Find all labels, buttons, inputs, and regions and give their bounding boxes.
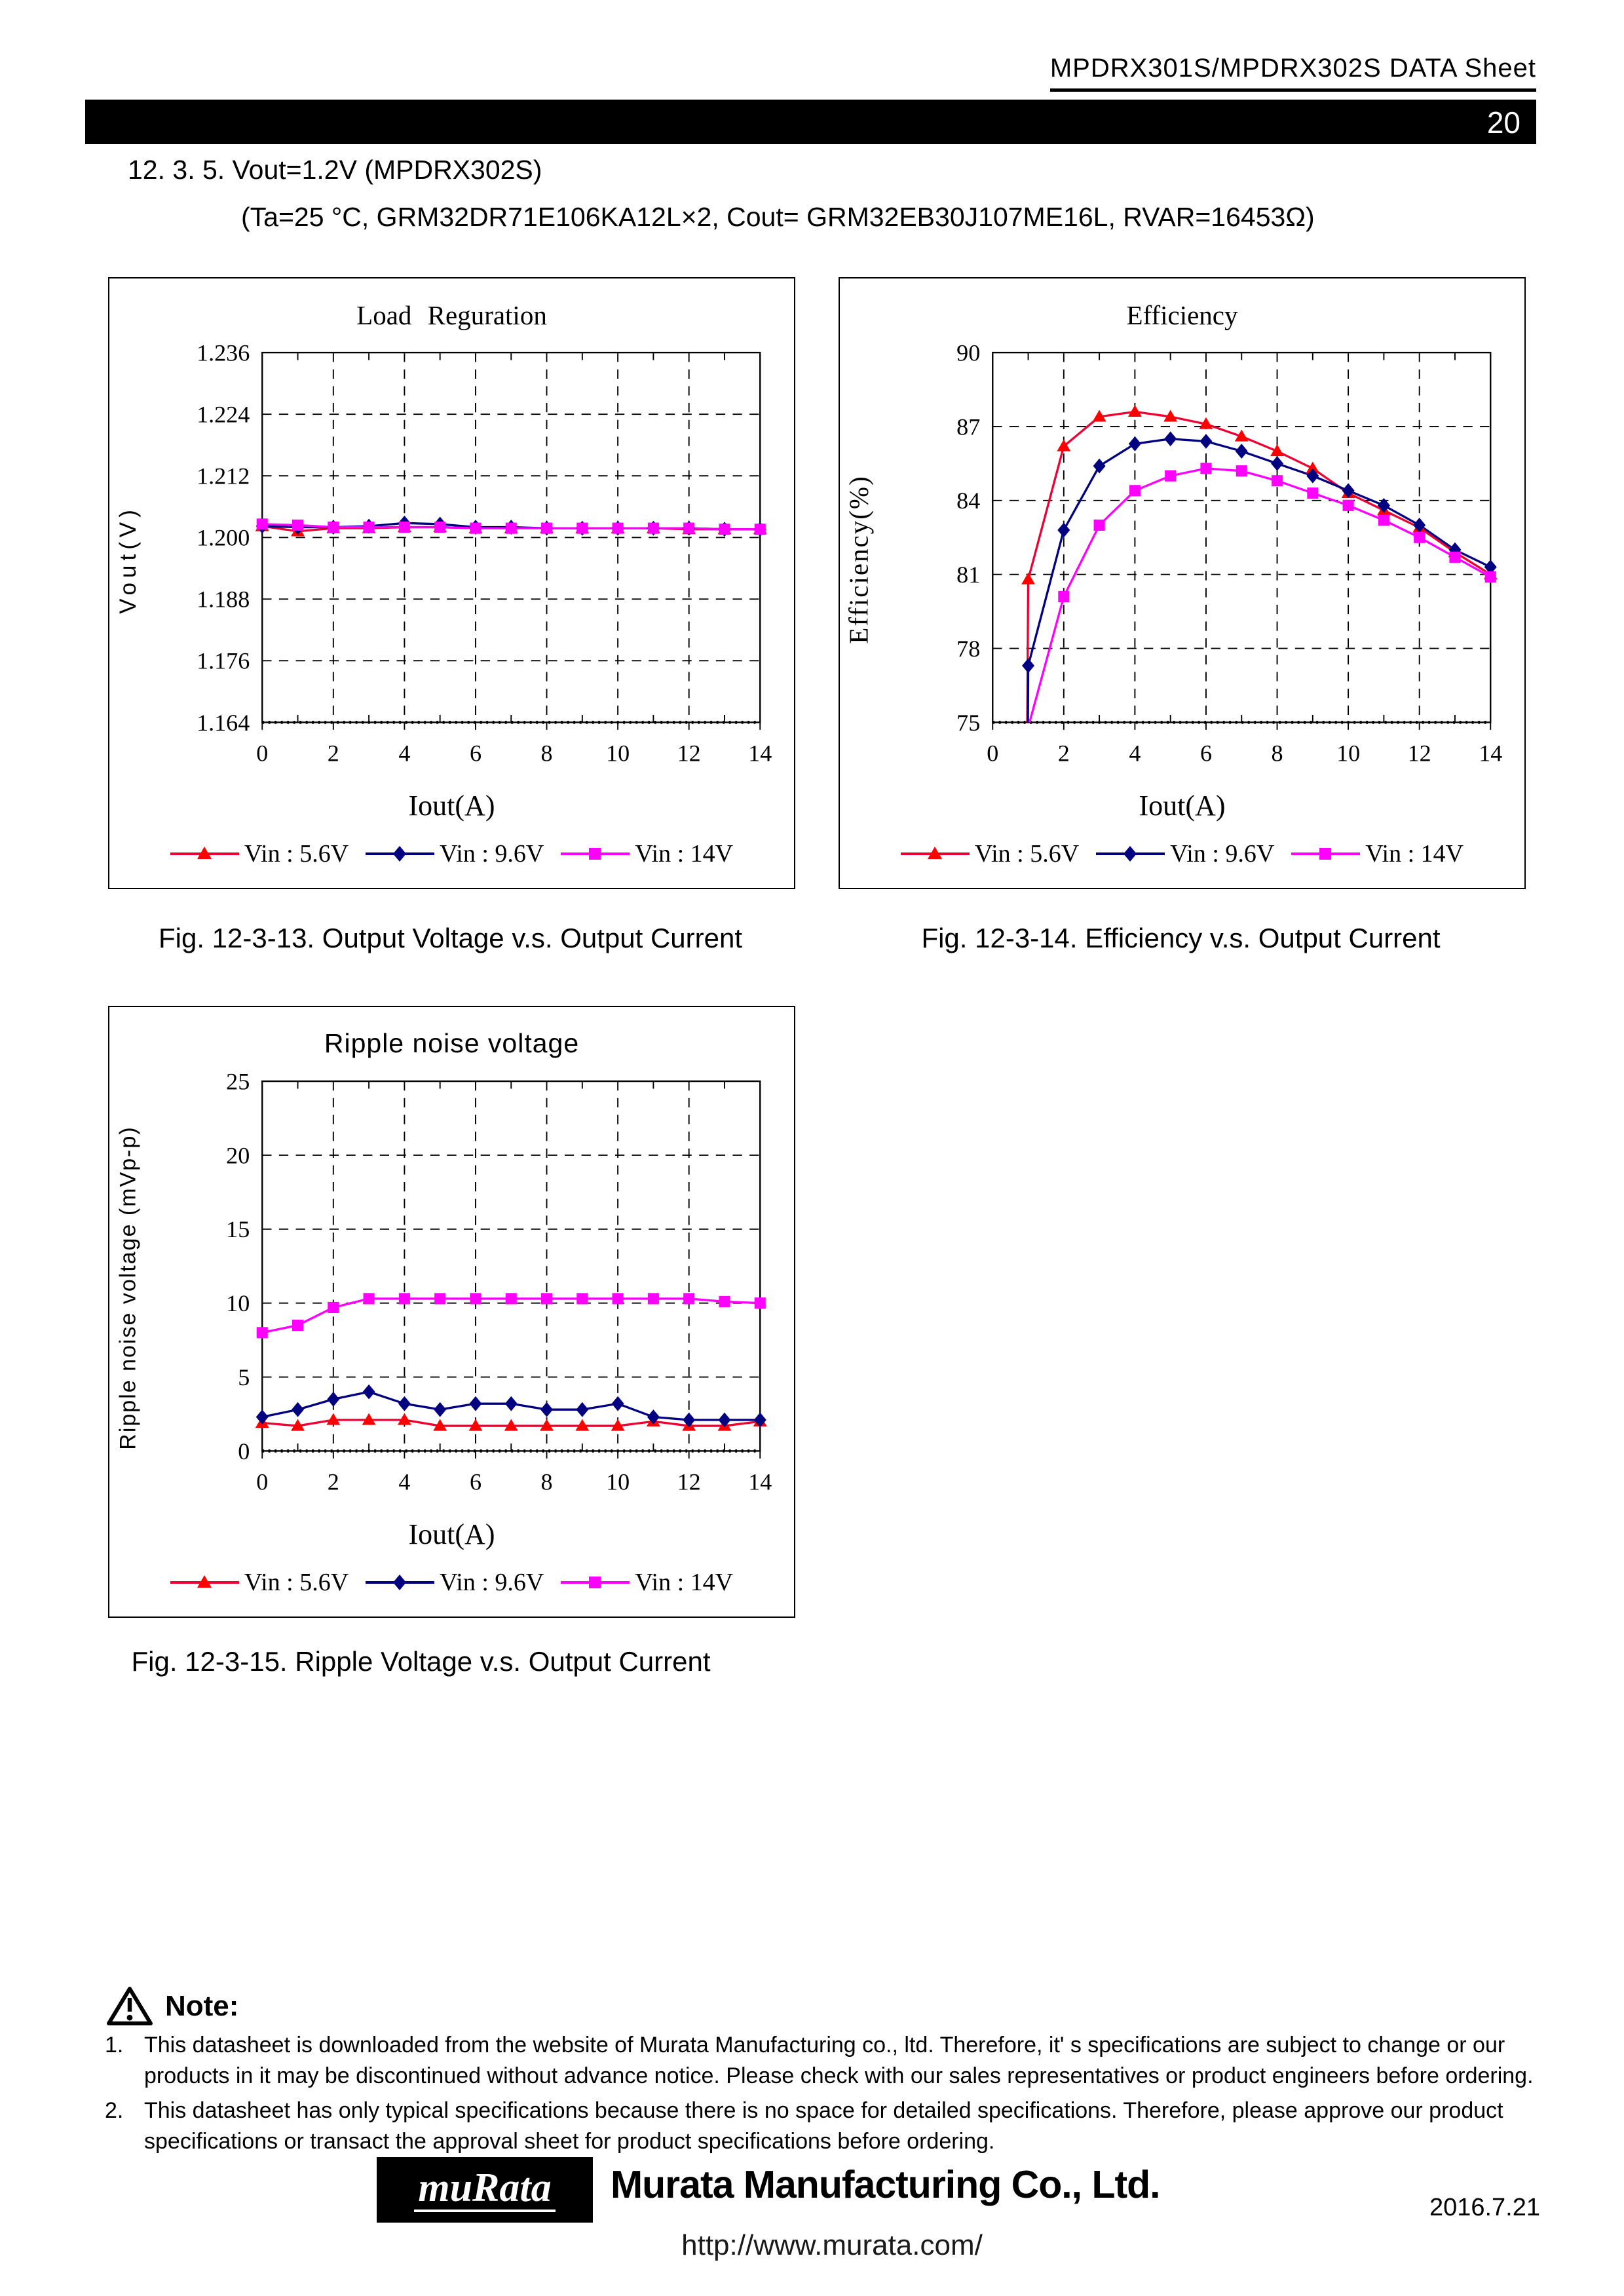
- warning-icon: [107, 1987, 153, 2025]
- svg-text:10: 10: [606, 1468, 630, 1495]
- legend-item: Vin : 5.6V: [170, 839, 349, 868]
- svg-text:12: 12: [677, 1468, 701, 1495]
- svg-text:81: 81: [956, 562, 980, 588]
- page-number: 20: [1486, 105, 1520, 140]
- svg-text:1.212: 1.212: [197, 463, 250, 489]
- svg-text:20: 20: [226, 1142, 250, 1168]
- svg-text:78: 78: [956, 636, 980, 662]
- svg-text:6: 6: [470, 1468, 482, 1495]
- svg-text:1.188: 1.188: [197, 586, 250, 613]
- y-axis-label: Vout(V): [115, 505, 142, 614]
- murata-logo: muRata: [377, 2157, 593, 2223]
- page-number-bar: 20: [85, 100, 1536, 144]
- svg-text:0: 0: [256, 740, 268, 766]
- svg-text:6: 6: [470, 740, 482, 766]
- legend-marker-icon: [561, 848, 630, 860]
- legend-item: Vin : 5.6V: [900, 839, 1079, 868]
- document-title: MPDRX301S/MPDRX302S DATA Sheet: [1049, 54, 1536, 92]
- x-axis-label: Iout(A): [1139, 790, 1226, 822]
- legend-marker-icon: [1291, 848, 1361, 860]
- figure-caption: Fig. 12-3-15. Ripple Voltage v.s. Output…: [131, 1646, 711, 1677]
- svg-text:1.200: 1.200: [197, 525, 250, 551]
- legend-item: Vin : 14V: [1291, 839, 1463, 868]
- section-conditions: (Ta=25 °C, GRM32DR71E106KA12L×2, Cout= G…: [241, 202, 1315, 232]
- ripple-noise-panel: Ripple noise voltage Ripple noise voltag…: [108, 1006, 795, 1618]
- legend-item: Vin : 9.6V: [1096, 839, 1274, 868]
- svg-text:1.164: 1.164: [197, 710, 250, 736]
- svg-text:25: 25: [226, 1070, 250, 1094]
- legend-item: Vin : 14V: [561, 839, 733, 868]
- svg-text:1.236: 1.236: [197, 341, 250, 366]
- svg-text:90: 90: [956, 341, 980, 366]
- x-axis-label: Iout(A): [408, 790, 495, 822]
- svg-text:87: 87: [956, 413, 980, 440]
- svg-text:14: 14: [1479, 740, 1502, 766]
- legend-marker-icon: [900, 847, 970, 859]
- svg-text:8: 8: [541, 740, 553, 766]
- note-heading: Note:: [106, 1985, 238, 2027]
- efficiency-chart: 75 78 81 84 87 90 0 2 4 6 8 10 12 14: [956, 341, 1502, 766]
- svg-text:8: 8: [541, 1468, 553, 1495]
- legend-marker-icon: [366, 846, 435, 862]
- chart-legend: Vin : 5.6V Vin : 9.6V Vin : 14V: [900, 839, 1463, 868]
- chart-title: Load Reguration: [356, 300, 547, 330]
- svg-text:2: 2: [328, 740, 339, 766]
- svg-text:5: 5: [238, 1364, 250, 1390]
- legend-item: Vin : 14V: [561, 1568, 733, 1597]
- y-axis-label: Efficiency(%): [844, 474, 875, 644]
- legend-marker-icon: [170, 1575, 239, 1588]
- svg-text:10: 10: [226, 1290, 250, 1316]
- legend-item: Vin : 9.6V: [366, 1568, 544, 1597]
- svg-text:12: 12: [677, 740, 701, 766]
- svg-text:2: 2: [1058, 740, 1070, 766]
- section-title: 12. 3. 5. Vout=1.2V (MPDRX302S): [128, 155, 542, 185]
- company-url[interactable]: http://www.murata.com/: [681, 2229, 983, 2261]
- svg-text:84: 84: [956, 488, 980, 514]
- svg-text:75: 75: [956, 710, 980, 736]
- document-date: 2016.7.21: [1429, 2194, 1540, 2221]
- legend-item: Vin : 5.6V: [170, 1568, 349, 1597]
- svg-text:4: 4: [1129, 740, 1141, 766]
- note-item: 1. This datasheet is downloaded from the…: [105, 2033, 1534, 2088]
- load-regulation-panel: Load Reguration Vout(V) 1.164 1.176 1.188 1…: [108, 277, 795, 889]
- svg-text:8: 8: [1272, 740, 1283, 766]
- chart-legend: Vin : 5.6V Vin : 9.6V Vin : 14V: [170, 1568, 733, 1597]
- svg-text:2: 2: [328, 1468, 339, 1495]
- legend-item: Vin : 9.6V: [366, 839, 544, 868]
- svg-text:10: 10: [1336, 740, 1360, 766]
- figure-caption: Fig. 12-3-13. Output Voltage v.s. Output…: [158, 923, 743, 953]
- svg-text:0: 0: [238, 1438, 250, 1464]
- svg-text:14: 14: [748, 1468, 772, 1495]
- svg-text:1.176: 1.176: [197, 648, 250, 674]
- svg-text:0: 0: [987, 740, 998, 766]
- svg-text:4: 4: [398, 1468, 410, 1495]
- legend-marker-icon: [170, 847, 239, 859]
- svg-text:6: 6: [1200, 740, 1212, 766]
- load-regulation-chart: 1.164 1.176 1.188 1.200 1.212 1.224 1.236 0 2 4 6 8…: [197, 341, 772, 766]
- svg-text:15: 15: [226, 1216, 250, 1242]
- chart-legend: Vin : 5.6V Vin : 9.6V Vin : 14V: [170, 839, 733, 868]
- chart-title: Ripple noise voltage: [324, 1028, 580, 1058]
- x-axis-label: Iout(A): [408, 1518, 495, 1550]
- svg-text:12: 12: [1408, 740, 1431, 766]
- company-name: Murata Manufacturing Co., Ltd.: [611, 2163, 1161, 2206]
- svg-text:4: 4: [398, 740, 410, 766]
- svg-text:10: 10: [606, 740, 630, 766]
- note-item: 2. This datasheet has only typical speci…: [105, 2098, 1503, 2154]
- legend-marker-icon: [366, 1575, 435, 1590]
- svg-text:0: 0: [256, 1468, 268, 1495]
- chart-title: Efficiency: [1126, 300, 1238, 330]
- svg-text:1.224: 1.224: [197, 402, 250, 428]
- legend-marker-icon: [1096, 846, 1165, 862]
- svg-text:14: 14: [748, 740, 772, 766]
- note-title: Note:: [165, 1990, 239, 2022]
- figure-caption: Fig. 12-3-14. Efficiency v.s. Output Cur…: [921, 923, 1441, 953]
- y-axis-label: Ripple noise voltage (mVp-p): [115, 1125, 141, 1450]
- legend-marker-icon: [561, 1577, 630, 1588]
- efficiency-panel: Efficiency Efficiency(%) 75 78 81 84 87 90 0 2 4…: [839, 277, 1526, 889]
- ripple-noise-chart: 0 5 10 15 20 25 0 2 4 6 8 10 12 14: [226, 1070, 772, 1495]
